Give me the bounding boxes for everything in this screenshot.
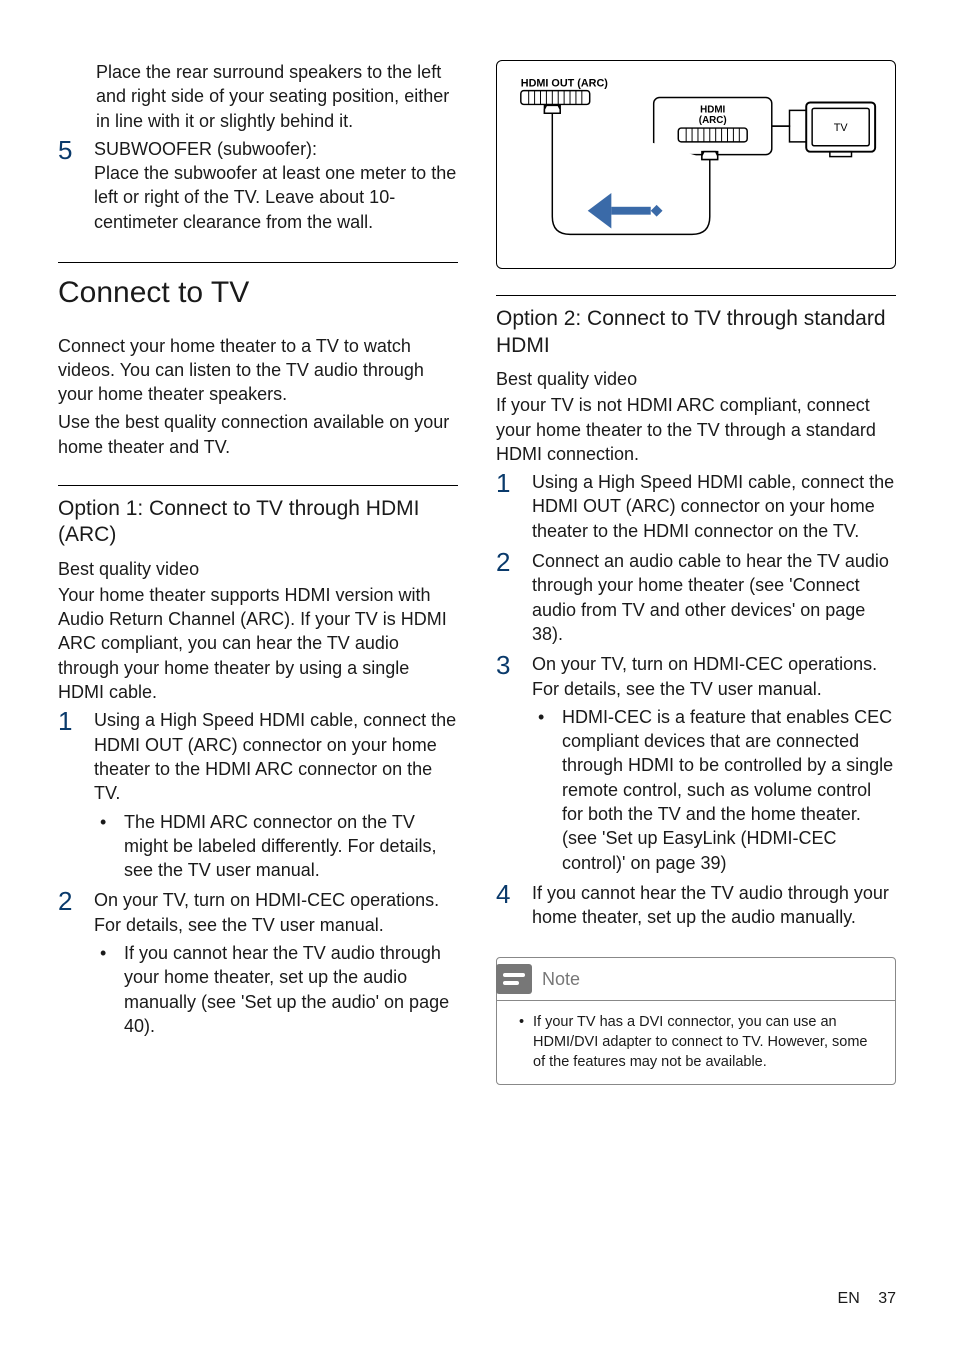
option2-title: Option 2: Connect to TV through standard…	[496, 295, 896, 359]
diagram-label-hdmi-arc-2: (ARC)	[699, 115, 727, 126]
step-body: On your TV, turn on HDMI-CEC operations.…	[532, 654, 877, 698]
list-item: If you cannot hear the TV audio through …	[94, 941, 458, 1038]
option2-step3-bullets: HDMI-CEC is a feature that enables CEC c…	[532, 705, 896, 875]
option2-step-4: 4 If you cannot hear the TV audio throug…	[496, 881, 896, 930]
list-item: HDMI-CEC is a feature that enables CEC c…	[532, 705, 896, 875]
list-item: The HDMI ARC connector on the TV might b…	[94, 810, 458, 883]
step-body: If you cannot hear the TV audio through …	[532, 881, 896, 930]
footer-lang: EN	[838, 1290, 860, 1307]
option2-subtitle: Best quality video	[496, 367, 896, 391]
step-number: 2	[496, 549, 532, 646]
option2-steps: 1 Using a High Speed HDMI cable, connect…	[496, 470, 896, 929]
page-footer: EN 37	[838, 1288, 896, 1310]
intro-para-2: Use the best quality connection availabl…	[58, 410, 458, 459]
right-column: HDMI OUT (ARC) HDMI (ARC)	[496, 60, 896, 1085]
step-number: 4	[496, 881, 532, 930]
note-bullets: If your TV has a DVI connector, you can …	[519, 1013, 879, 1072]
option1-para: Your home theater supports HDMI version …	[58, 583, 458, 704]
note-box: Note If your TV has a DVI connector, you…	[496, 957, 896, 1085]
list-item: If your TV has a DVI connector, you can …	[519, 1013, 879, 1072]
hdmi-diagram-svg: HDMI OUT (ARC) HDMI (ARC)	[509, 69, 883, 246]
step-number: 3	[496, 652, 532, 875]
option1-subtitle: Best quality video	[58, 557, 458, 581]
placement-steps: 5 SUBWOOFER (subwoofer): Place the subwo…	[58, 137, 458, 234]
option1-step-1: 1 Using a High Speed HDMI cable, connect…	[58, 708, 458, 882]
diagram-tv-label: TV	[834, 122, 849, 134]
option1-step1-bullets: The HDMI ARC connector on the TV might b…	[94, 810, 458, 883]
hdmi-diagram: HDMI OUT (ARC) HDMI (ARC)	[496, 60, 896, 269]
page-columns: Place the rear surround speakers to the …	[58, 60, 896, 1085]
step-body: On your TV, turn on HDMI-CEC operations.…	[94, 890, 439, 934]
diagram-label-hdmi-out: HDMI OUT (ARC)	[521, 78, 608, 90]
subwoofer-body: Place the subwoofer at least one meter t…	[94, 161, 458, 234]
step-5: 5 SUBWOOFER (subwoofer): Place the subwo…	[58, 137, 458, 234]
section-connect-to-tv: Connect to TV	[58, 262, 458, 314]
note-label: Note	[542, 967, 580, 991]
diagram-label-hdmi-arc-1: HDMI	[700, 104, 725, 115]
option1-steps: 1 Using a High Speed HDMI cable, connect…	[58, 708, 458, 1038]
step-number: 2	[58, 888, 94, 1038]
option2-para: If your TV is not HDMI ARC compliant, co…	[496, 393, 896, 466]
note-header: Note	[497, 958, 895, 1001]
option2-step-2: 2 Connect an audio cable to hear the TV …	[496, 549, 896, 646]
note-icon	[496, 964, 532, 994]
step-number: 1	[496, 470, 532, 543]
option1-title: Option 1: Connect to TV through HDMI (AR…	[58, 485, 458, 549]
step-number: 1	[58, 708, 94, 882]
intro-para-1: Connect your home theater to a TV to wat…	[58, 334, 458, 407]
subwoofer-label: SUBWOOFER	[94, 139, 212, 159]
option2-step-3: 3 On your TV, turn on HDMI-CEC operation…	[496, 652, 896, 875]
left-column: Place the rear surround speakers to the …	[58, 60, 458, 1085]
rear-surround-text: Place the rear surround speakers to the …	[58, 60, 458, 133]
footer-page: 37	[878, 1290, 896, 1307]
step-number: 5	[58, 137, 94, 234]
option1-step-2: 2 On your TV, turn on HDMI-CEC operation…	[58, 888, 458, 1038]
subwoofer-suffix: (subwoofer):	[212, 139, 317, 159]
option1-step2-bullets: If you cannot hear the TV audio through …	[94, 941, 458, 1038]
option2-step-1: 1 Using a High Speed HDMI cable, connect…	[496, 470, 896, 543]
step-body: Connect an audio cable to hear the TV au…	[532, 549, 896, 646]
